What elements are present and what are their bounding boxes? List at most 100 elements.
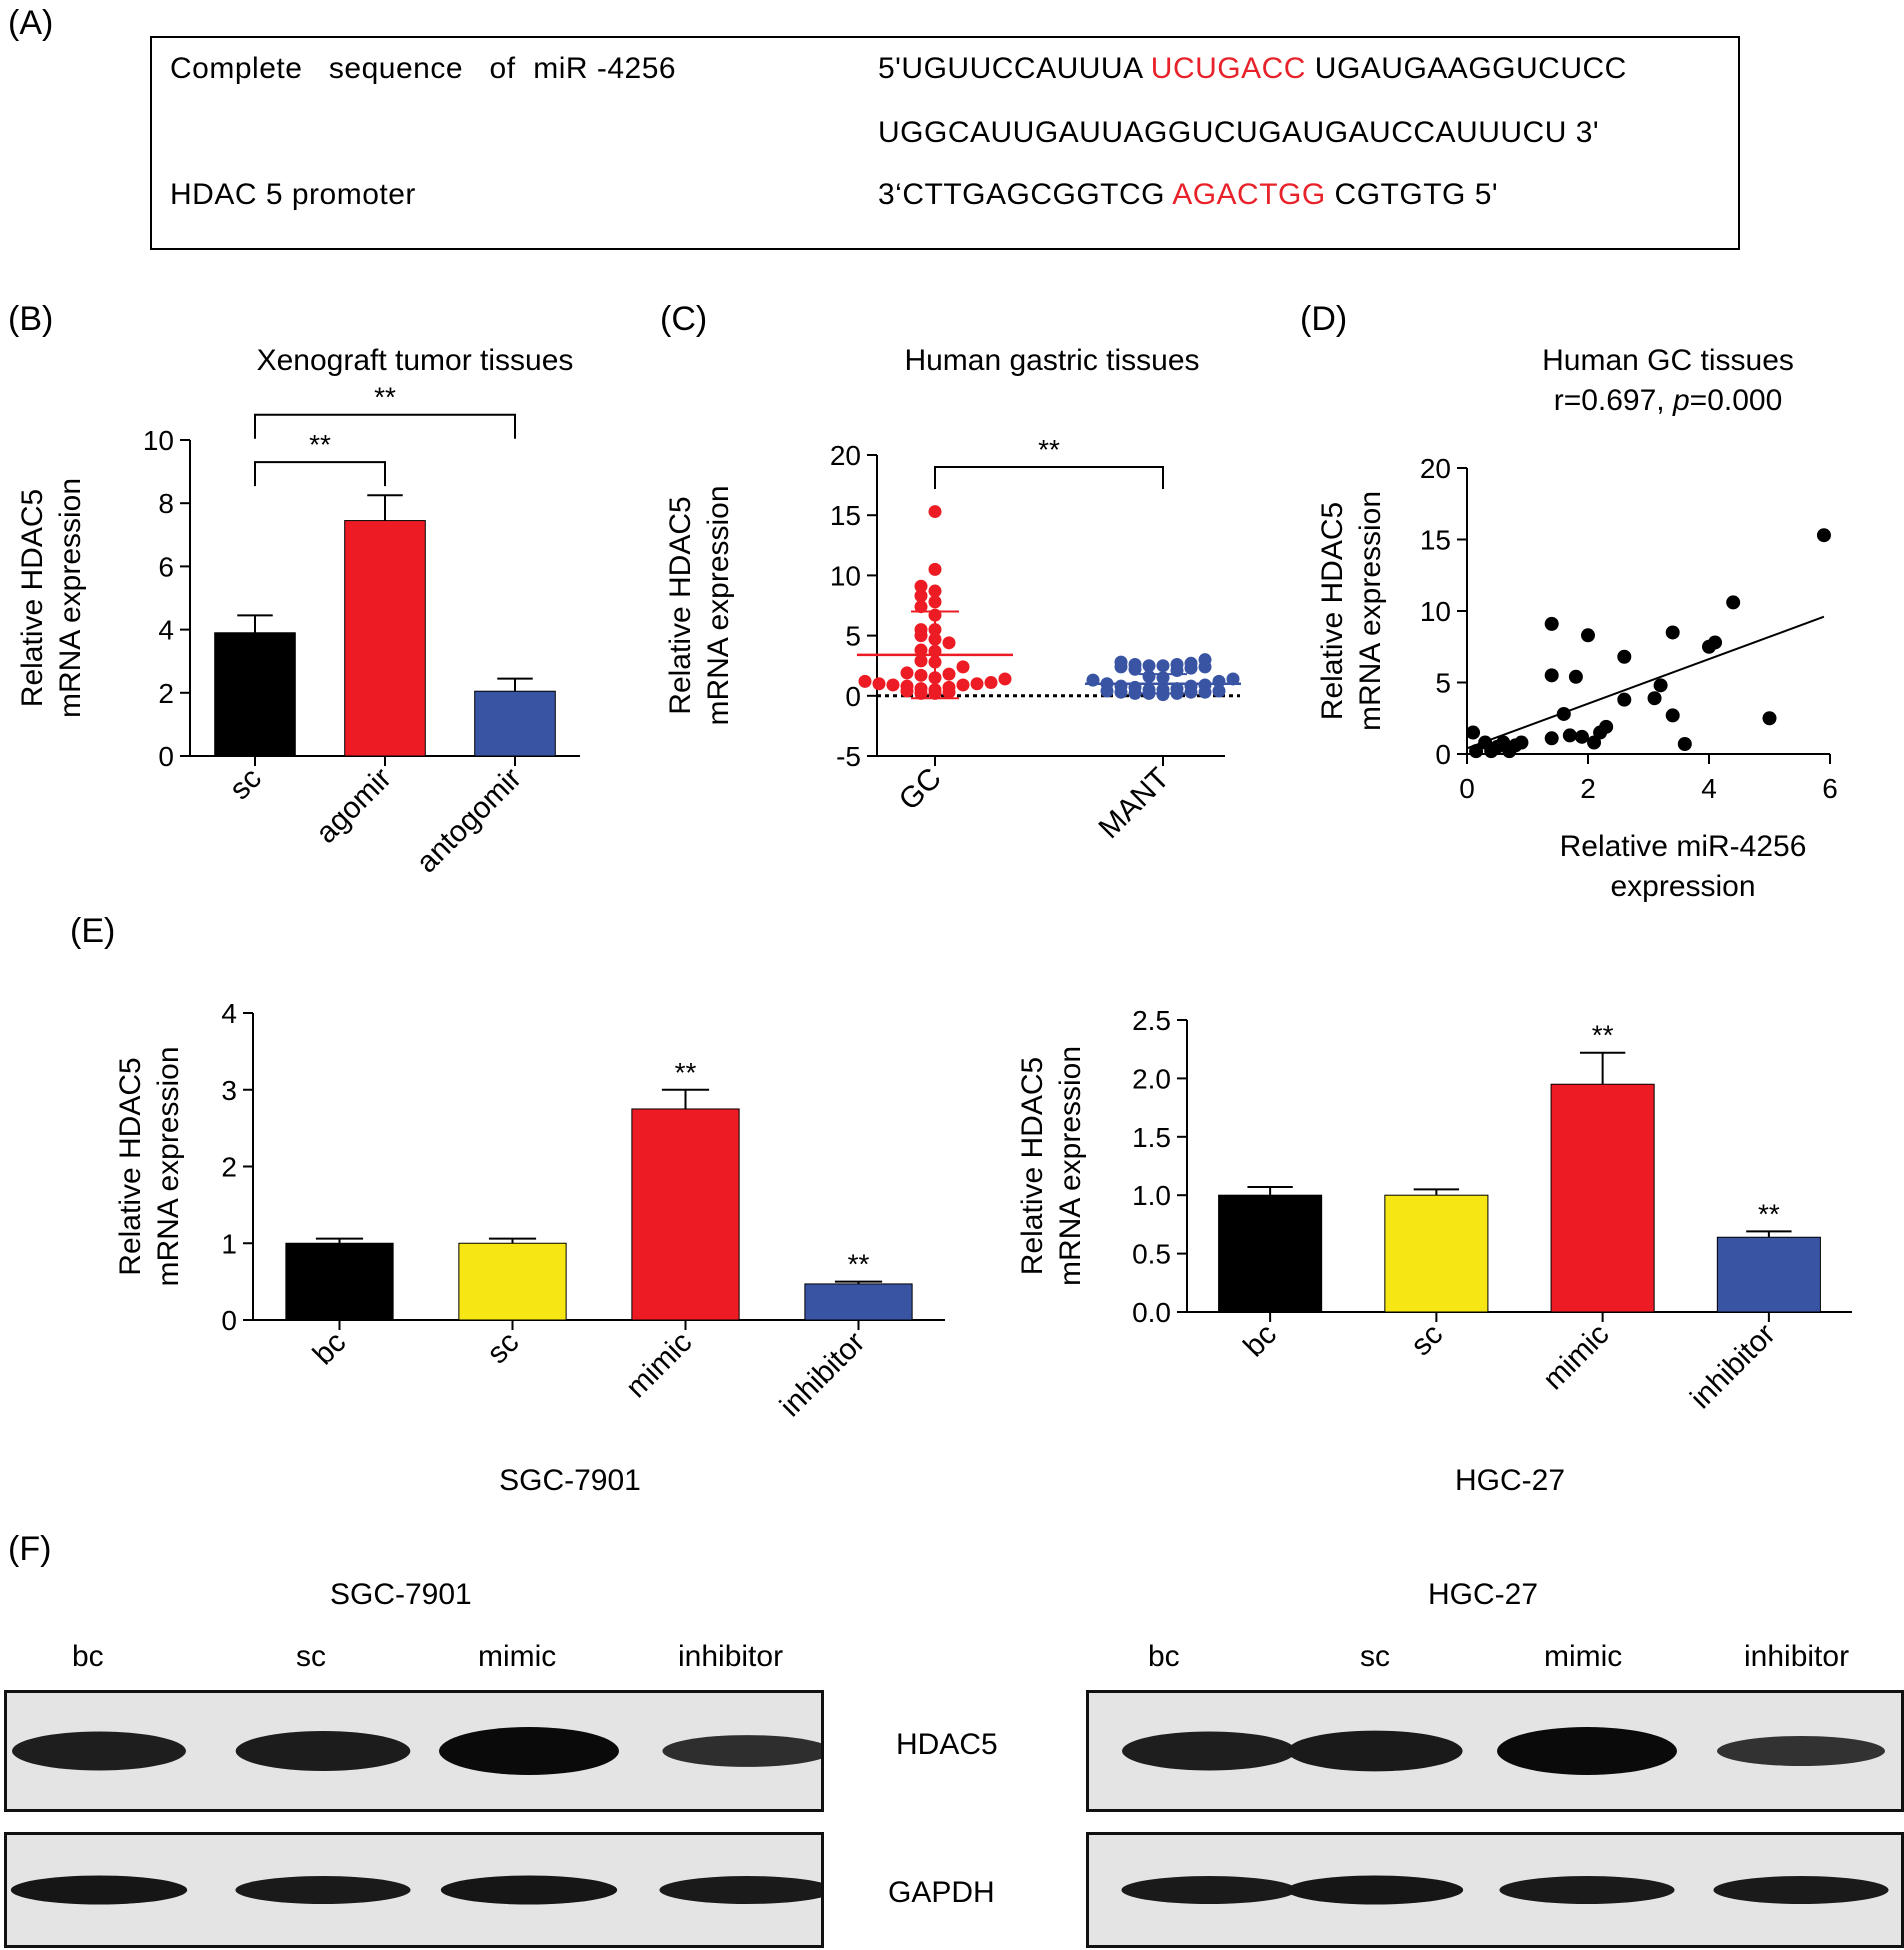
chart-b-bracket-0 (254, 461, 386, 487)
chart-c-bracket-0 (934, 466, 1164, 490)
mirna-label: Complete sequence of miR -4256 (170, 52, 677, 85)
panel-label-f: (F) (8, 1530, 52, 1568)
chart-e2-y-tick-label-0: 0.0 (1132, 1297, 1171, 1328)
chart-c-point-MANT-28 (1142, 659, 1156, 673)
chart-e1-y-tick-label-2: 2 (221, 1152, 237, 1183)
panel-label-a: (A) (8, 4, 54, 42)
chart-b-y-tick-label-4: 8 (158, 488, 174, 519)
chart-e1-bar-mimic (631, 1108, 740, 1321)
chart-c-ylabel-line-0: Relative HDAC5 (664, 496, 697, 714)
chart-e1-x-tick-text-3: inhibitor (774, 1326, 872, 1424)
band-right-gapdh-mimic (1499, 1876, 1675, 1904)
chart-e2-bar-inhibitor (1716, 1236, 1821, 1313)
chart-d-point-0 (1466, 725, 1481, 740)
chart-c-point-GC-12 (984, 676, 998, 690)
chart-e2-x-tick-label-sc: sc (1405, 1318, 1450, 1363)
chart-e2-y-tick-label-4: 2.0 (1132, 1063, 1171, 1094)
chart-e2-x-tick-text-0: bc (1237, 1318, 1283, 1364)
chart-d-point-1 (1469, 744, 1484, 759)
chart-c-point-GC-21 (914, 654, 928, 668)
chart-c-point-GC-34 (914, 579, 928, 593)
blot-image-left-gapdh (10, 1875, 835, 1905)
promoter-seq-post: CGTGTG 5' (1325, 178, 1499, 211)
chart-d-x-tick-label-3: 6 (1822, 773, 1838, 804)
chart-e1-y-tick-label-3: 3 (221, 1075, 237, 1106)
chart-d-y-tick-label-4: 20 (1420, 453, 1451, 484)
chart-d-y-tick-label-1: 5 (1435, 668, 1451, 699)
chart-e2-bar-sc (1384, 1194, 1489, 1313)
chart-d-ylabel-line-0: Relative HDAC5 (1316, 502, 1349, 720)
chart-d-x-tick-label-1: 2 (1580, 773, 1596, 804)
chart-c-point-GC-28 (914, 623, 928, 637)
mirna-seed-region: UCUGACC (1150, 52, 1306, 85)
band-left-gapdh-mimic (440, 1875, 618, 1905)
chart-c-point-MANT-14 (1114, 679, 1128, 693)
chart-d-point-19 (1599, 719, 1614, 734)
chart-d-ylabel-line-1: mRNA expression (1354, 491, 1387, 731)
band-left-gapdh-sc (235, 1876, 411, 1904)
chart-e1-significance-2: ** (675, 1057, 697, 1088)
chart-c-point-GC-7 (900, 679, 914, 693)
chart-e2-x-tick-label-inhibitor: inhibitor (1684, 1318, 1782, 1416)
band-right-hdac5-bc (1122, 1731, 1296, 1771)
chart-c-point-GC-19 (956, 660, 970, 674)
chart-e1-significance-3: ** (848, 1249, 870, 1280)
chart-c-point-GC-31 (928, 595, 942, 609)
chart-e2-bar-mimic (1550, 1083, 1655, 1313)
chart-e1-x-tick-label-sc: sc (481, 1326, 526, 1371)
band-right-gapdh-inhibitor (1713, 1876, 1889, 1904)
chart-d-point-31 (1816, 528, 1831, 543)
promoter-binding-site: AGACTGG (1172, 178, 1326, 211)
chart-e2-x-tick-label-bc: bc (1237, 1318, 1283, 1364)
sequence-alignment-box: Complete sequence of miR -4256 5'UGUUCCA… (150, 36, 1740, 250)
chart-d-y-tick-label-2: 10 (1420, 596, 1451, 627)
chart-d-point-29 (1726, 595, 1741, 610)
chart-e2-caption: HGC-27 (1455, 1464, 1565, 1497)
chart-d-point-28 (1708, 635, 1723, 650)
band-left-gapdh-bc (10, 1875, 188, 1905)
chart-e1-x-tick-label-mimic: mimic (620, 1326, 699, 1405)
chart-c-y-tick-label-1: 0 (845, 681, 861, 712)
band-left-hdac5-sc (235, 1730, 411, 1772)
wb-lane-left-inhibitor: inhibitor (678, 1640, 784, 1673)
chart-d-point-15 (1574, 729, 1589, 744)
chart-e1-y-tick-label-1: 1 (221, 1228, 237, 1259)
chart-c-point-MANT-17 (1212, 674, 1226, 688)
chart-e2-significance-3: ** (1758, 1198, 1780, 1229)
chart-e1-x-tick-text-0: bc (307, 1326, 353, 1372)
panel-label-e: (E) (70, 912, 116, 950)
chart-c-point-GC-33 (928, 584, 942, 598)
chart-b-y-tick-label-2: 4 (158, 615, 174, 646)
chart-b-bracket-1 (254, 413, 516, 439)
chart-e1-y-tick-label-4: 4 (221, 998, 237, 1029)
chart-b-x-tick-text-0: sc (223, 762, 268, 807)
chart-b-ylabel: Relative HDAC5 mRNA expression (16, 478, 87, 718)
chart-b-y-tick-label-3: 6 (158, 551, 174, 582)
chart-d-y-tick-label-3: 15 (1420, 525, 1451, 556)
chart-b-ylabel-line-1: mRNA expression (54, 478, 87, 718)
mirna-sequence-line1: 5'UGUUCCAUUUA UCUGACC UGAUGAAGGUCUCC (878, 52, 1627, 86)
chart-c-point-GC-36 (928, 505, 942, 519)
chart-d-subtitle: r=0.697, p=0.000 (1554, 384, 1783, 417)
chart-c-y-tick-label-3: 10 (830, 560, 861, 591)
chart-e2-ylabel-line-0: Relative HDAC5 (1016, 1057, 1049, 1275)
chart-d-xlabel-1: expression (1610, 870, 1755, 903)
band-left-hdac5-inhibitor (662, 1735, 832, 1767)
chart-c-point-MANT-13 (1184, 679, 1198, 693)
chart-c-point-GC-6 (942, 680, 956, 694)
chart-c-y-tick-label-5: 20 (830, 440, 861, 471)
chart-e2-y-tick-label-1: 0.5 (1132, 1239, 1171, 1270)
chart-e1-x-tick-label-bc: bc (307, 1326, 353, 1372)
chart-c-ylabel: Relative HDAC5 mRNA expression (664, 485, 735, 725)
chart-c-point-GC-11 (872, 677, 886, 691)
chart-b-x-tick-label-antogomir: antogomir (410, 762, 528, 880)
chart-c-point-GC-30 (914, 600, 928, 614)
chart-c-point-GC-35 (928, 562, 942, 576)
chart-d-point-10 (1544, 616, 1559, 631)
mirna-seq-post: UGAUGAAGGUCUCC (1305, 52, 1627, 85)
blot-image-right-hdac5 (1122, 1727, 1885, 1775)
chart-e2-significance-2: ** (1592, 1020, 1614, 1051)
chart-c-point-GC-18 (900, 666, 914, 680)
chart-d-point-21 (1617, 649, 1632, 664)
